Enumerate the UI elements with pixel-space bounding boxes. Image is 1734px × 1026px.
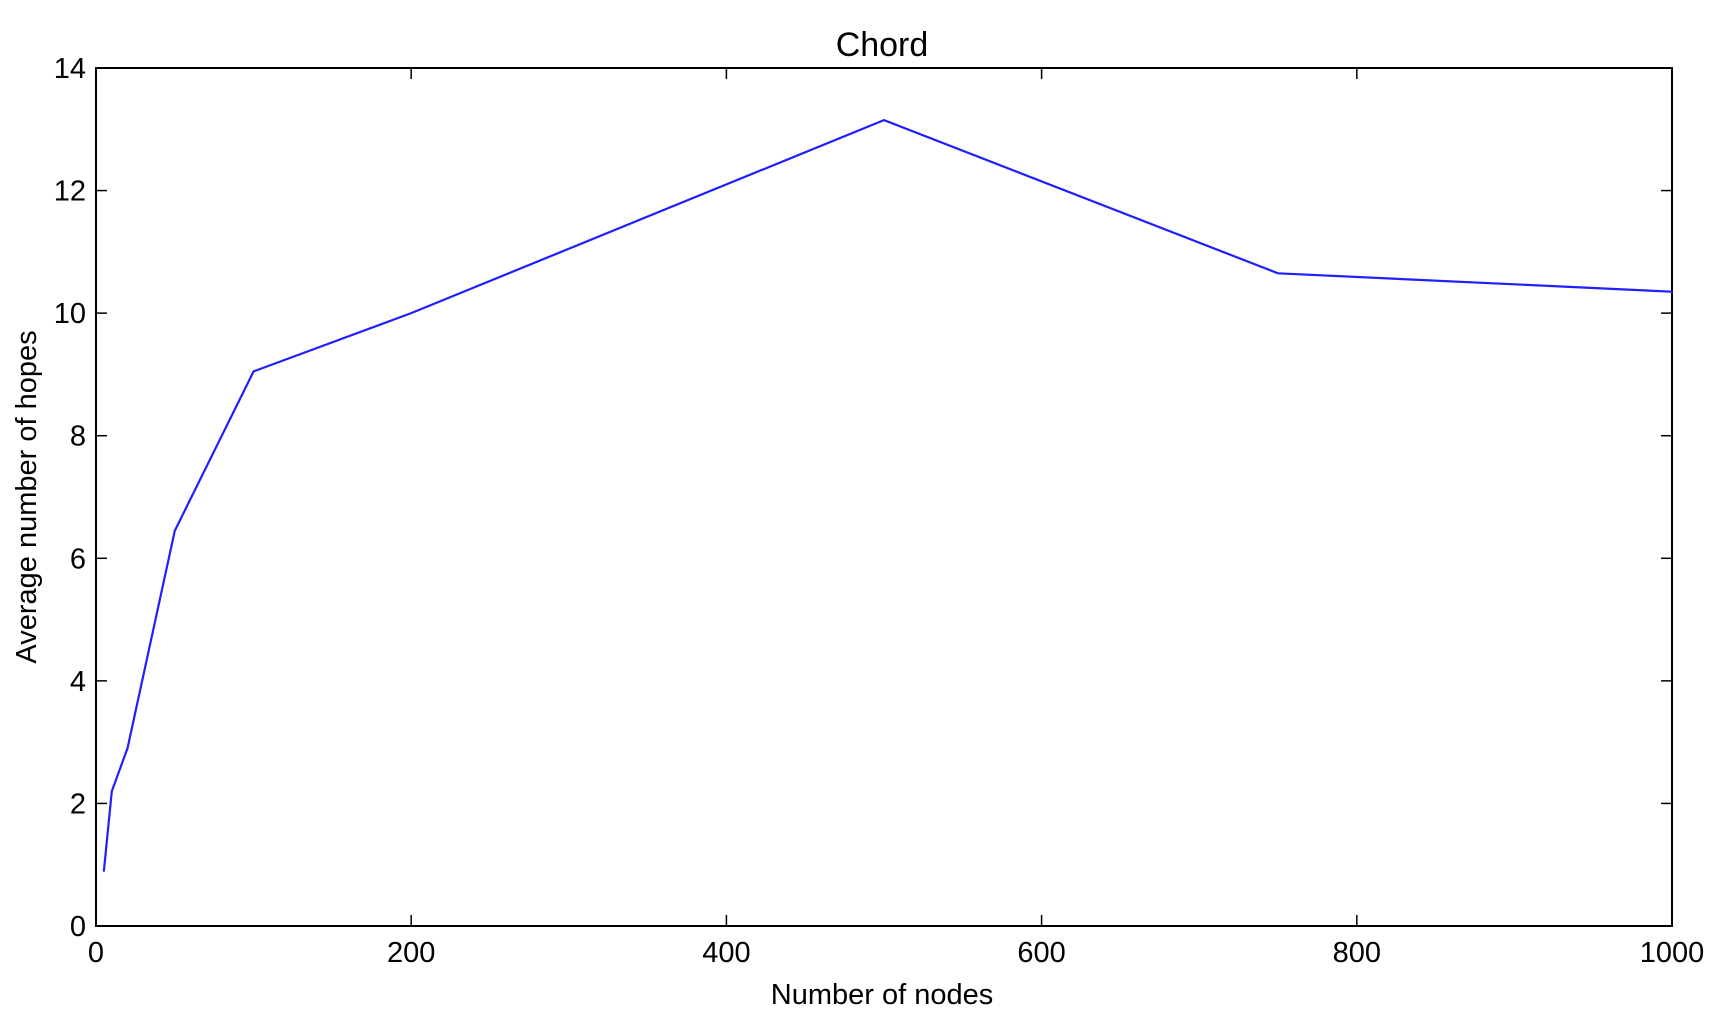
y-tick-label: 2 (70, 788, 86, 820)
x-tick-label: 1000 (1640, 937, 1705, 969)
y-tick-label: 6 (70, 543, 86, 575)
chart-title: Chord (836, 26, 929, 64)
x-tick-label: 800 (1333, 937, 1381, 969)
y-tick-label: 4 (70, 666, 86, 698)
x-tick-label: 400 (702, 937, 750, 969)
x-tick-label: 600 (1017, 937, 1065, 969)
y-tick-label: 8 (70, 421, 86, 453)
x-tick-label: 0 (88, 937, 104, 969)
y-tick-label: 14 (54, 53, 86, 85)
series-line (102, 118, 1674, 872)
y-axis: 0 2 4 6 8 10 12 14 (54, 53, 1672, 943)
y-tick-label: 10 (54, 298, 86, 330)
x-axis-label: Number of nodes (771, 979, 993, 1011)
x-tick-label: 200 (387, 937, 435, 969)
y-axis-label: Average number of hopes (11, 330, 43, 663)
y-tick-label: 0 (70, 911, 86, 943)
y-tick-label: 12 (54, 176, 86, 208)
series-layer (102, 118, 1674, 872)
plot-frame (95, 67, 1673, 927)
x-axis: 0 200 400 600 800 1000 (88, 68, 1704, 969)
